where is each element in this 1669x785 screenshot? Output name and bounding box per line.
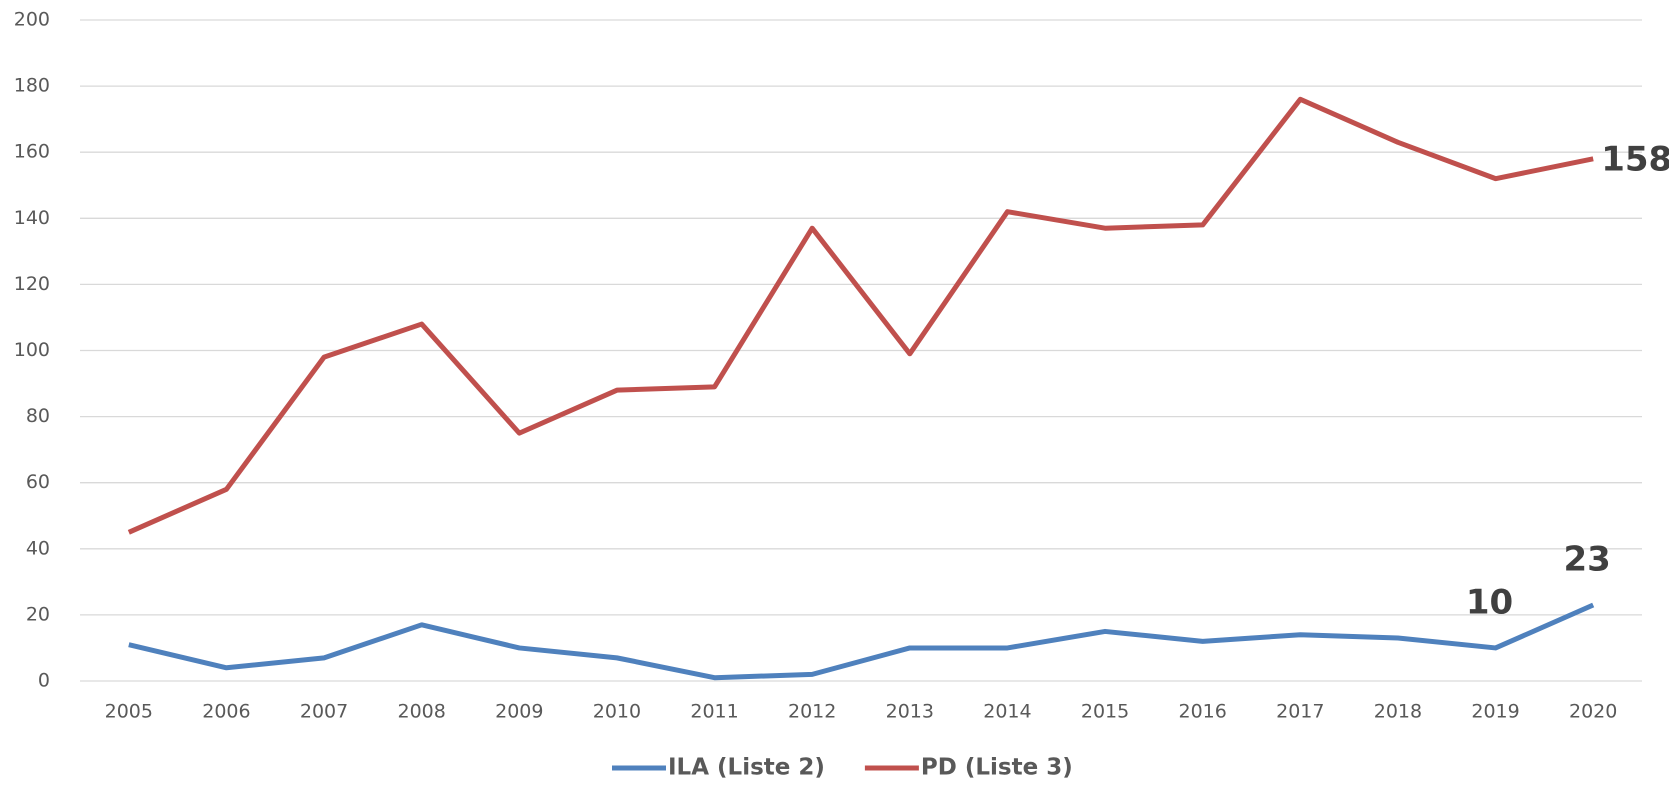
- legend-label: PD (Liste 3): [921, 755, 1073, 781]
- x-tick-label: 2013: [886, 701, 934, 723]
- x-tick-label: 2009: [495, 701, 543, 723]
- legend-label: ILA (Liste 2): [668, 755, 825, 781]
- x-tick-label: 2005: [105, 701, 153, 723]
- y-tick-label: 180: [14, 75, 50, 97]
- x-tick-label: 2017: [1276, 701, 1324, 723]
- y-tick-label: 20: [26, 603, 50, 625]
- x-tick-label: 2011: [690, 701, 738, 723]
- data-label: 10: [1466, 582, 1513, 622]
- y-tick-label: 140: [14, 207, 50, 229]
- line-series: [128, 602, 1595, 681]
- y-tick-label: 0: [38, 670, 50, 692]
- y-tick-label: 40: [26, 537, 50, 559]
- x-tick-label: 2006: [202, 701, 250, 723]
- y-tick-label: 100: [14, 339, 50, 361]
- line-series: [127, 96, 1594, 535]
- x-tick-label: 2019: [1471, 701, 1519, 723]
- x-tick-label: 2007: [300, 701, 348, 723]
- y-tick-label: 160: [14, 141, 50, 163]
- x-tick-label: 2012: [788, 701, 836, 723]
- x-tick-label: 2010: [593, 701, 641, 723]
- x-tick-label: 2016: [1179, 701, 1227, 723]
- y-tick-label: 80: [26, 405, 50, 427]
- y-tick-label: 200: [14, 9, 50, 31]
- y-tick-label: 120: [14, 273, 50, 295]
- data-label: 158: [1601, 139, 1669, 179]
- x-tick-label: 2020: [1569, 701, 1617, 723]
- y-tick-label: 60: [26, 471, 50, 493]
- x-tick-label: 2014: [983, 701, 1031, 723]
- data-label: 23: [1564, 539, 1611, 579]
- x-tick-label: 2018: [1374, 701, 1422, 723]
- x-tick-label: 2015: [1081, 701, 1129, 723]
- x-tick-label: 2008: [398, 701, 446, 723]
